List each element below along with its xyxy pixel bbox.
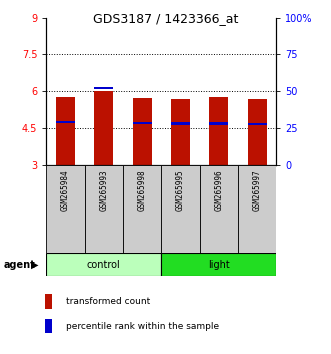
- Bar: [200, 165, 238, 253]
- Text: light: light: [208, 259, 230, 270]
- Bar: [45, 294, 52, 309]
- Bar: [85, 165, 123, 253]
- Bar: [171, 99, 190, 165]
- Bar: [162, 165, 200, 253]
- Bar: [162, 253, 276, 276]
- Bar: [248, 123, 267, 125]
- Bar: [209, 122, 228, 125]
- Bar: [133, 98, 152, 165]
- Text: GDS3187 / 1423366_at: GDS3187 / 1423366_at: [93, 12, 238, 25]
- Bar: [56, 97, 75, 165]
- Bar: [248, 99, 267, 165]
- Text: GSM265998: GSM265998: [138, 169, 147, 211]
- Text: GSM265984: GSM265984: [61, 169, 70, 211]
- Bar: [171, 122, 190, 125]
- Text: agent: agent: [3, 259, 35, 270]
- Bar: [94, 91, 114, 165]
- Bar: [238, 165, 276, 253]
- Text: percentile rank within the sample: percentile rank within the sample: [66, 321, 219, 331]
- Text: GSM265993: GSM265993: [99, 169, 108, 211]
- Bar: [46, 165, 85, 253]
- Bar: [123, 165, 161, 253]
- Bar: [94, 87, 114, 89]
- Bar: [133, 121, 152, 124]
- Bar: [46, 253, 161, 276]
- Bar: [45, 319, 52, 333]
- Text: GSM265997: GSM265997: [253, 169, 262, 211]
- Bar: [56, 121, 75, 124]
- Text: GSM265996: GSM265996: [214, 169, 223, 211]
- Text: ▶: ▶: [31, 259, 39, 270]
- Bar: [209, 97, 228, 165]
- Text: control: control: [87, 259, 121, 270]
- Text: transformed count: transformed count: [66, 297, 150, 306]
- Text: GSM265995: GSM265995: [176, 169, 185, 211]
